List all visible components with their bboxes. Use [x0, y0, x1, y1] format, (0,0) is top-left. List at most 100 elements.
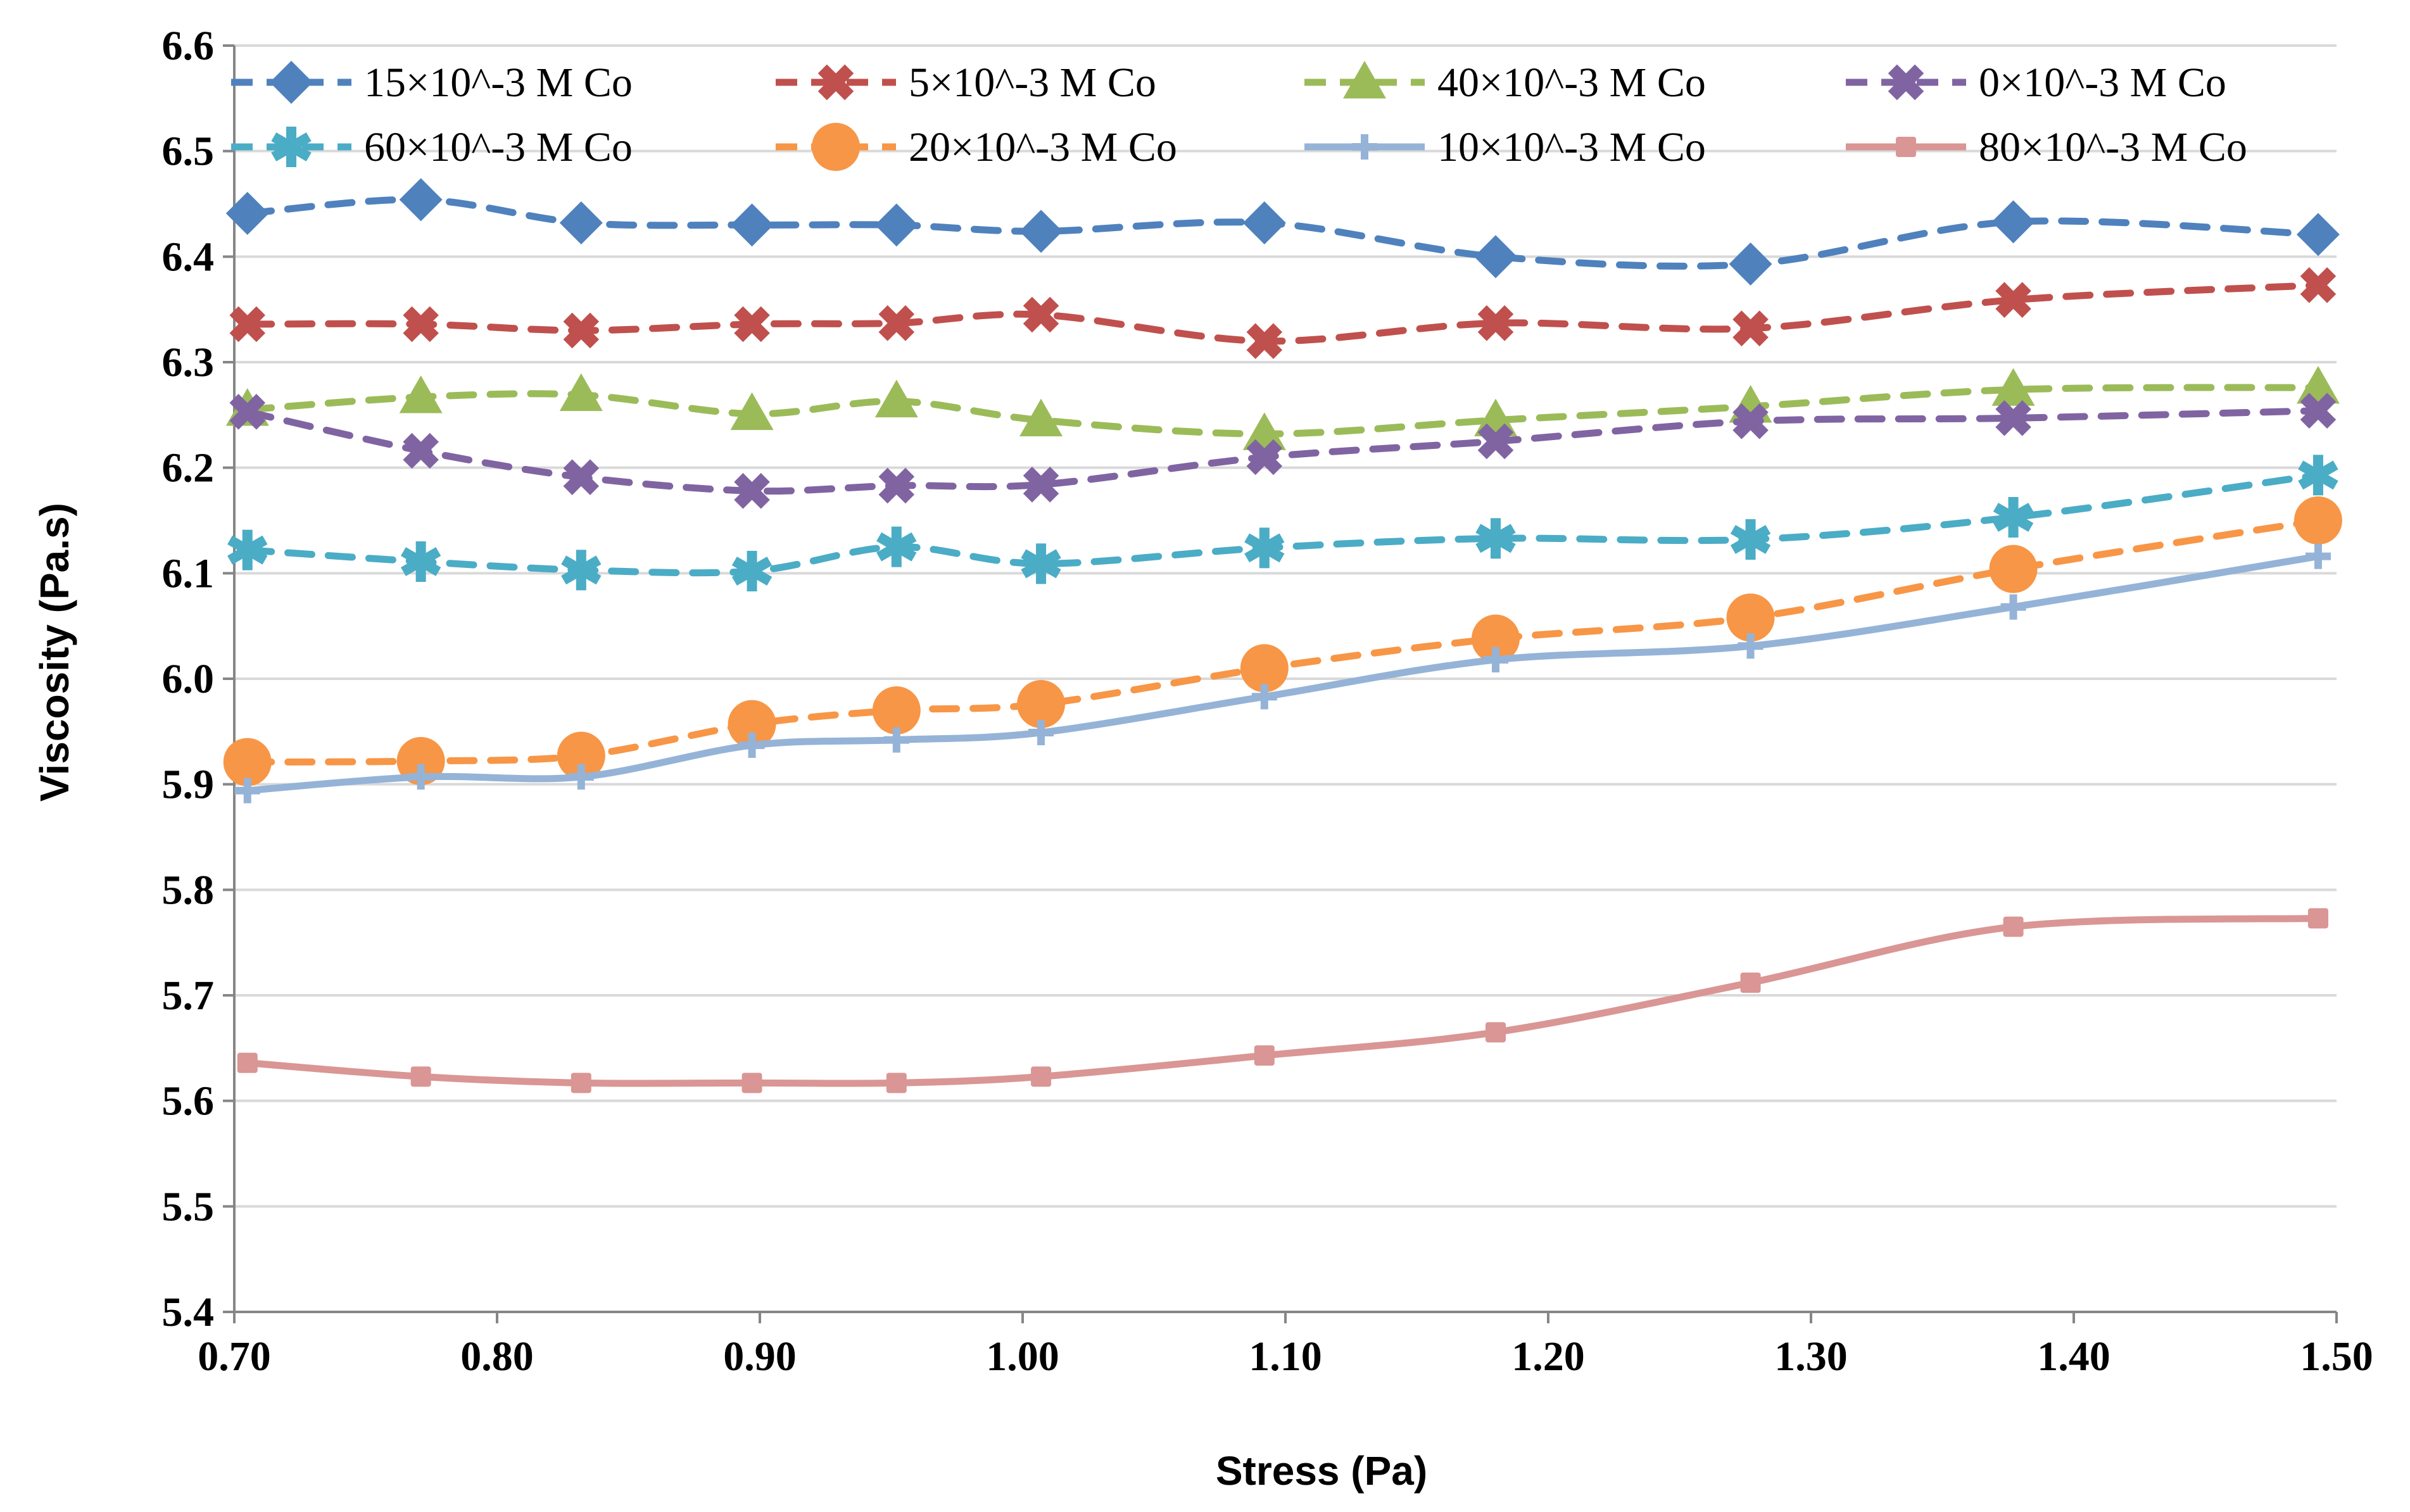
legend-item: 20×10^-3 M Co	[776, 123, 1177, 171]
data-point	[410, 1066, 431, 1087]
data-point-stroke	[403, 306, 439, 343]
data-point	[223, 738, 272, 786]
data-point-stroke	[1021, 549, 1061, 579]
data-point-stroke	[1995, 282, 2031, 318]
data-point	[225, 192, 269, 235]
data-point-stroke	[876, 532, 917, 562]
data-point	[1031, 1066, 1052, 1087]
data-point-stroke	[734, 306, 770, 343]
data-point-stroke	[563, 459, 600, 495]
data-point	[876, 526, 917, 567]
legend-label: 80×10^-3 M Co	[1979, 124, 2247, 170]
data-point	[1242, 412, 1286, 450]
legend-item: 0×10^-3 M Co	[1846, 60, 2226, 106]
data-point	[2296, 366, 2340, 404]
data-point	[1993, 497, 2034, 538]
legend-item: 80×10^-3 M Co	[1846, 124, 2247, 170]
x-tick-label: 1.50	[2300, 1333, 2373, 1380]
data-point-stroke	[1023, 467, 1059, 503]
data-point	[1019, 210, 1063, 253]
data-point	[563, 312, 600, 349]
data-point	[400, 541, 441, 582]
data-point	[229, 306, 266, 343]
data-point-v	[1746, 633, 1755, 659]
data-point	[237, 1052, 258, 1073]
data-point-stroke	[1995, 400, 2031, 436]
data-point	[1477, 423, 1514, 460]
data-point	[1483, 647, 1508, 672]
data-point-v	[1037, 720, 1045, 745]
data-point-stroke	[1732, 403, 1769, 439]
x-tick-label: 0.90	[723, 1333, 797, 1380]
x-tick-label: 0.80	[460, 1333, 534, 1380]
data-point-v	[243, 778, 251, 803]
y-tick-label: 6.5	[162, 129, 215, 175]
data-point	[874, 203, 918, 247]
legend-item: 60×10^-3 M Co	[231, 124, 633, 170]
data-point	[2300, 267, 2337, 303]
data-point-stroke	[563, 312, 600, 349]
data-point	[878, 467, 915, 504]
data-point	[2293, 496, 2342, 545]
legend-marker	[1352, 134, 1377, 160]
data-point	[730, 392, 774, 431]
data-point	[730, 203, 774, 247]
series-lines	[223, 178, 2342, 1093]
legend-marker	[1343, 61, 1386, 99]
data-point	[1023, 296, 1059, 333]
data-point	[739, 733, 765, 758]
data-point	[878, 305, 915, 341]
data-point	[559, 373, 603, 412]
series-3	[229, 393, 2337, 509]
data-point-v	[577, 764, 585, 790]
data-point	[1019, 398, 1063, 437]
legend-label: 5×10^-3 M Co	[909, 60, 1156, 106]
series-line	[244, 914, 2322, 1087]
data-point-stroke	[878, 305, 915, 341]
series-0	[225, 178, 2340, 286]
data-point-stroke	[227, 535, 268, 565]
data-point	[1732, 403, 1769, 439]
data-point	[1991, 368, 2035, 406]
data-point	[234, 778, 260, 803]
data-point	[734, 473, 770, 509]
data-point-stroke	[1246, 439, 1283, 476]
data-point	[2003, 916, 2024, 937]
series-line	[244, 471, 2322, 577]
data-point	[408, 764, 434, 790]
data-point	[399, 375, 443, 413]
data-point	[1244, 527, 1285, 569]
series-5	[223, 496, 2342, 786]
data-point-v	[2009, 594, 2017, 620]
data-point	[403, 432, 439, 469]
y-tick-label: 5.7	[162, 973, 215, 1019]
legend-item: 15×10^-3 M Co	[231, 60, 633, 106]
y-tick-label: 6.6	[162, 23, 215, 69]
data-point	[227, 529, 268, 570]
data-point	[1989, 545, 2038, 593]
data-point-v	[417, 764, 425, 790]
data-point	[1472, 614, 1520, 663]
axes: 5.4 5.5 5.6 5.7 5.8 5.9 6.0 6.1 6.2 6.3 6.4 6.5 6.6 0…	[162, 23, 2373, 1380]
y-tick-label: 5.8	[162, 867, 215, 913]
data-point	[557, 731, 605, 780]
data-point-stroke	[1475, 524, 1516, 553]
data-point-stroke	[229, 306, 266, 343]
legend-item: 5×10^-3 M Co	[776, 60, 1156, 106]
data-point	[561, 550, 602, 591]
data-point-stroke	[1244, 533, 1285, 563]
y-tick-label: 5.6	[162, 1078, 215, 1125]
data-point	[1023, 467, 1059, 503]
data-point	[1254, 1045, 1275, 1066]
data-point	[2307, 908, 2328, 929]
data-point-stroke	[1477, 305, 1514, 341]
data-point-stroke	[2300, 267, 2337, 303]
legend-label: 10×10^-3 M Co	[1437, 124, 1706, 170]
data-point-stroke	[1993, 503, 2034, 532]
data-point-v	[748, 733, 756, 758]
data-point	[399, 178, 443, 222]
data-point-v	[892, 727, 900, 753]
data-point	[1738, 633, 1763, 659]
y-tick-label: 5.5	[162, 1183, 215, 1230]
